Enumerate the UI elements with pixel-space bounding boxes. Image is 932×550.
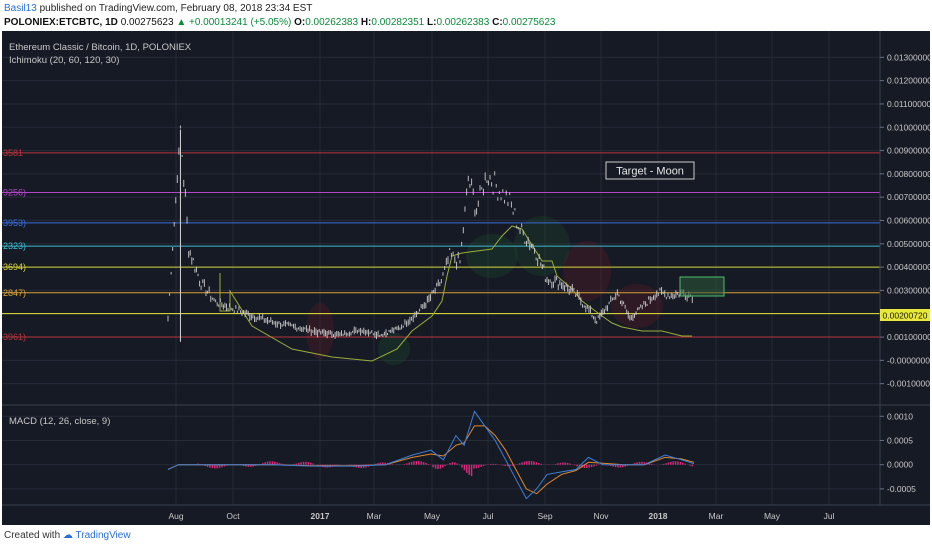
ichimoku-lines: [219, 225, 692, 362]
price-axis[interactable]: 0.01300000 0.01200000 0.01100000 0.01000000…: [880, 52, 932, 389]
publisher-username[interactable]: Basil13: [4, 3, 37, 14]
time-tick-label: Nov: [593, 511, 609, 521]
open-label: O:: [294, 17, 306, 28]
publish-info: published on TradingView.com, February 0…: [39, 3, 313, 14]
price-series: [167, 125, 693, 342]
price-tick-label: 0.01100000: [887, 99, 930, 109]
price-tick-label: 0.01000000: [887, 122, 930, 132]
symbol-line: POLONIEX:ETCBTC, 1D 0.00275623 ▲ +0.0001…: [4, 17, 556, 28]
up-arrow-icon: ▲: [176, 17, 187, 28]
price-tick-label: 0.00800000: [887, 169, 930, 179]
fib-level-label: 3961): [3, 332, 26, 342]
fib-level-label: 3581: [3, 148, 23, 158]
price-tick-label: -0.00100000: [887, 379, 930, 389]
fib-level-label: 3694): [3, 262, 26, 272]
price-tick-label: 0.00900000: [887, 146, 930, 156]
close-value: 0.00275623: [502, 17, 556, 28]
time-tick-label: Jul: [483, 511, 494, 521]
chart-frame[interactable]: 3581 9256) 3953) 2323) 3694) 2847) 3961) Targe…: [2, 31, 932, 525]
time-tick-label: Aug: [168, 511, 183, 521]
fib-level-label: 3953): [3, 218, 26, 228]
macd-signal-line: [167, 425, 695, 495]
low-value: 0.00262383: [436, 17, 490, 28]
publisher-line: Basil13 published on TradingView.com, Fe…: [4, 3, 312, 14]
time-axis[interactable]: Aug Oct 2017 Mar May Jul Sep Nov 2018 Mar May Jul: [168, 511, 834, 521]
tradingview-logo-icon: ☁: [62, 530, 73, 541]
price-tick-label: 0.00100000: [887, 332, 930, 342]
time-tick-label: May: [764, 511, 781, 521]
time-tick-label: Jul: [824, 511, 835, 521]
price-tick-label: 0.00600000: [887, 215, 930, 225]
indicator-label[interactable]: Ichimoku (20, 60, 120, 30): [9, 55, 119, 66]
time-tick-label: Sep: [537, 511, 552, 521]
price-tick-label: 0.00300000: [887, 285, 930, 295]
price-tick-label: 0.01200000: [887, 76, 930, 86]
price-change: +0.00013241 (+5.05%): [189, 17, 292, 28]
chart-canvas[interactable]: 3581 9256) 3953) 2323) 3694) 2847) 3961) Targe…: [2, 31, 932, 525]
macd-label[interactable]: MACD (12, 26, close, 9): [9, 416, 110, 427]
chart-title: Ethereum Classic / Bitcoin, 1D, POLONIEX: [9, 42, 192, 53]
macd-tick-label: 0.0010: [887, 411, 913, 421]
fib-level-label: 9256): [3, 188, 26, 198]
annotation-text: Target - Moon: [616, 166, 684, 178]
high-value: 0.00282351: [371, 17, 425, 28]
macd-line: [167, 410, 695, 500]
price-tag-text: 0.00200720: [883, 311, 928, 321]
annotation-box: [605, 161, 695, 180]
price-tick-label: 0.00700000: [887, 192, 930, 202]
price-tick-label: -0.00000000: [887, 355, 930, 365]
target-annotation[interactable]: Target - Moon: [605, 161, 695, 180]
time-tick-label: 2018: [649, 511, 668, 521]
open-value: 0.00262383: [305, 17, 359, 28]
price-tag-bg: [880, 309, 930, 321]
time-tick-label: 2017: [311, 511, 330, 521]
created-with: Created with: [4, 530, 61, 541]
ichimoku-base-line: [219, 225, 692, 362]
macd-axis[interactable]: 0.0010 0.0005 0.0000 -0.0005: [880, 411, 916, 494]
time-tick-label: Mar: [709, 511, 724, 521]
macd-tick-label: -0.0005: [887, 484, 916, 494]
footer: Created with ☁ TradingView: [4, 530, 131, 541]
last-price: 0.00275623: [120, 17, 174, 28]
low-label: L:: [427, 17, 437, 28]
high-label: H:: [360, 17, 372, 28]
close-label: C:: [492, 17, 503, 28]
price-tick-label: 0.00400000: [887, 262, 930, 272]
fib-levels[interactable]: 3581 9256) 3953) 2323) 3694) 2847) 3961): [2, 148, 880, 342]
macd-pane: [167, 410, 695, 500]
grid: [2, 31, 880, 505]
fib-level-label: 2847): [3, 288, 26, 298]
macd-tick-label: 0.0000: [887, 460, 913, 470]
price-tick-label: 0.01300000: [887, 52, 930, 62]
fib-level-label: 2323): [3, 241, 26, 251]
price-tag: 0.00200720: [880, 309, 930, 321]
target-zone[interactable]: [679, 276, 725, 297]
time-tick-label: May: [424, 511, 441, 521]
tradingview-brand[interactable]: TradingView: [75, 530, 131, 541]
price-tick-label: 0.00500000: [887, 239, 930, 249]
time-tick-label: Mar: [367, 511, 382, 521]
time-tick-label: Oct: [226, 511, 240, 521]
symbol: POLONIEX:ETCBTC, 1D: [4, 17, 118, 28]
macd-tick-label: 0.0005: [887, 435, 913, 445]
